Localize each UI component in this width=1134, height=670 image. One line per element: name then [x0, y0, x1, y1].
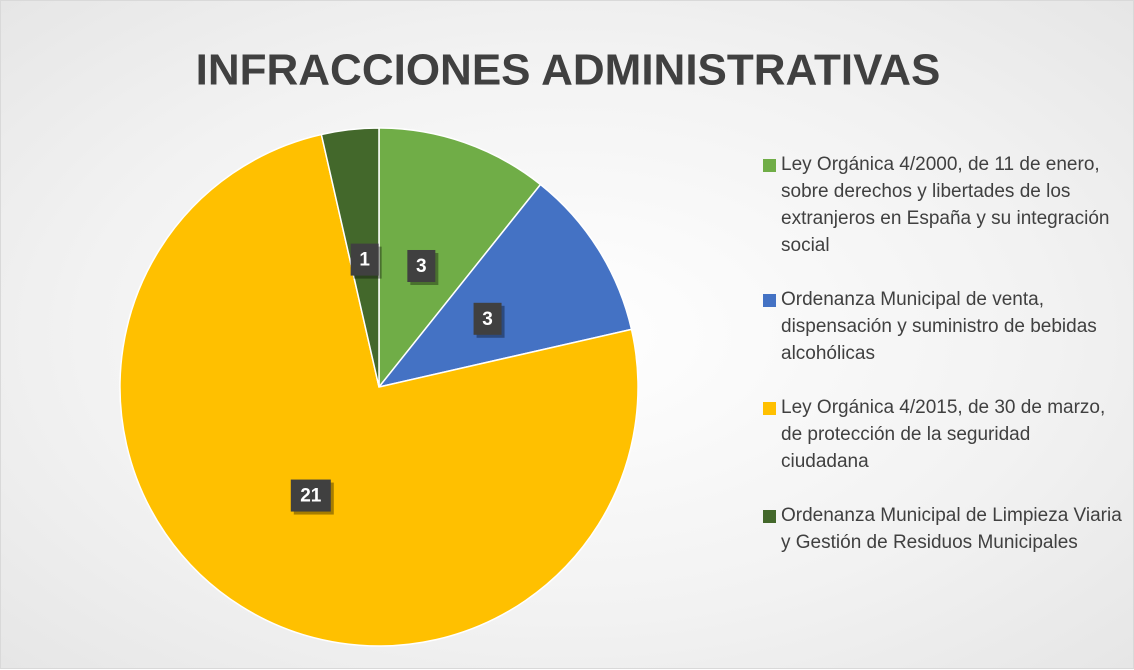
data-label-text: 21 [300, 486, 322, 507]
data-label: 3 [407, 249, 439, 285]
legend-swatch [763, 402, 776, 415]
legend: Ley Orgánica 4/2000, de 11 de enero, sob… [763, 151, 1123, 583]
data-label-box [350, 243, 379, 276]
data-label-box [407, 249, 436, 282]
legend-swatch [763, 510, 776, 523]
data-label-text: 1 [359, 250, 370, 271]
legend-label: Ley Orgánica 4/2015, de 30 de marzo, de … [781, 397, 1106, 472]
pie-slice [377, 183, 633, 389]
data-label: 3 [473, 302, 505, 338]
data-label-box [290, 479, 331, 512]
pie-slice [320, 127, 380, 388]
legend-label: Ordenanza Municipal de venta, dispensaci… [781, 289, 1097, 364]
pie-slice [119, 133, 639, 647]
legend-swatch [763, 159, 776, 172]
data-label-text: 3 [482, 309, 493, 330]
legend-item: Ley Orgánica 4/2015, de 30 de marzo, de … [763, 394, 1123, 475]
data-label-text: 3 [416, 256, 427, 277]
pie-slice [378, 127, 542, 390]
legend-label: Ley Orgánica 4/2000, de 11 de enero, sob… [781, 154, 1110, 256]
legend-item: Ley Orgánica 4/2000, de 11 de enero, sob… [763, 151, 1123, 259]
data-label: 1 [350, 243, 382, 279]
data-label: 21 [290, 479, 334, 515]
legend-label: Ordenanza Municipal de Limpieza Viaria y… [781, 505, 1122, 553]
legend-swatch [763, 294, 776, 307]
legend-item: Ordenanza Municipal de venta, dispensaci… [763, 286, 1123, 367]
legend-item: Ordenanza Municipal de Limpieza Viaria y… [763, 502, 1123, 556]
chart-title: INFRACCIONES ADMINISTRATIVAS [196, 46, 941, 95]
data-label-box [473, 302, 502, 335]
